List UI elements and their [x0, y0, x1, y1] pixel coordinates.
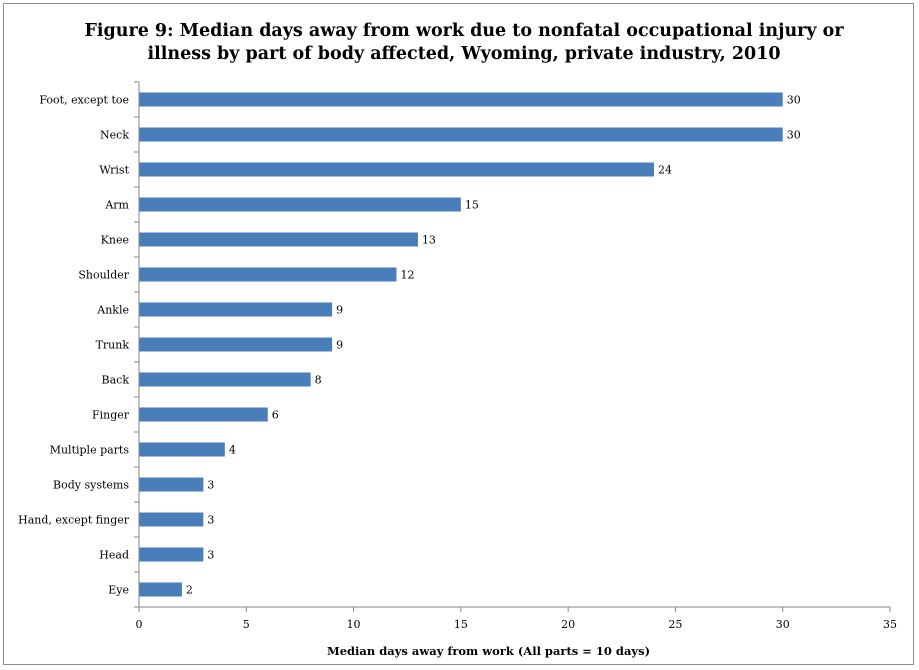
category-label: Trunk [96, 339, 130, 352]
category-label: Eye [108, 584, 129, 597]
bar [139, 442, 225, 457]
bar [139, 302, 333, 317]
bar [139, 162, 654, 177]
bar [139, 197, 461, 212]
category-label: Knee [101, 234, 129, 247]
y-axis: Foot, except toe Neck Wrist Arm Knee Shoulder… [18, 81, 140, 608]
x-tick-label: 10 [347, 618, 361, 631]
data-label: 3 [207, 479, 214, 492]
category-label: Arm [104, 199, 129, 212]
bar-group [139, 92, 783, 597]
data-label: 12 [400, 269, 414, 282]
x-tick-label: 30 [776, 618, 790, 631]
bar [139, 267, 397, 282]
category-label: Hand, except finger [18, 514, 130, 527]
bar [139, 337, 333, 352]
bar [139, 477, 204, 492]
bar [139, 372, 311, 387]
data-label: 4 [229, 444, 236, 457]
data-label: 8 [315, 374, 322, 387]
data-label: 13 [422, 234, 436, 247]
data-label: 3 [207, 549, 214, 562]
bar [139, 232, 418, 247]
chart-title: Figure 9: Median days away from work due… [84, 21, 844, 64]
category-label: Shoulder [78, 269, 129, 282]
data-label: 2 [186, 584, 193, 597]
category-label: Neck [100, 129, 129, 142]
data-label: 3 [207, 514, 214, 527]
category-label: Body systems [53, 479, 129, 492]
data-label: 24 [658, 164, 672, 177]
data-label: 6 [272, 409, 279, 422]
category-label: Wrist [99, 164, 129, 177]
x-tick-label: 0 [136, 618, 143, 631]
data-label: 30 [787, 129, 801, 142]
bar [139, 512, 204, 527]
x-tick-label: 35 [883, 618, 897, 631]
category-label: Ankle [96, 304, 129, 317]
bar [139, 407, 268, 422]
value-label-group: 30 30 24 15 13 12 9 9 8 6 4 3 3 3 2 [186, 94, 801, 597]
data-label: 9 [336, 304, 343, 317]
x-tick-label: 5 [243, 618, 250, 631]
category-label: Head [99, 549, 129, 562]
category-label: Foot, except toe [39, 94, 129, 107]
data-label: 15 [465, 199, 479, 212]
category-label: Finger [92, 409, 130, 422]
bar [139, 547, 204, 562]
bar [139, 582, 182, 597]
data-label: 9 [336, 339, 343, 352]
x-tick-label: 20 [561, 618, 575, 631]
x-axis: 0 5 10 15 20 25 30 35 [136, 606, 897, 631]
x-tick-label: 25 [668, 618, 682, 631]
bar [139, 92, 783, 107]
x-tick-label: 15 [454, 618, 468, 631]
bar [139, 127, 783, 142]
category-label: Multiple parts [50, 444, 130, 457]
data-label: 30 [787, 94, 801, 107]
x-axis-title: Median days away from work (All parts = … [327, 644, 650, 658]
category-label: Back [102, 374, 130, 387]
